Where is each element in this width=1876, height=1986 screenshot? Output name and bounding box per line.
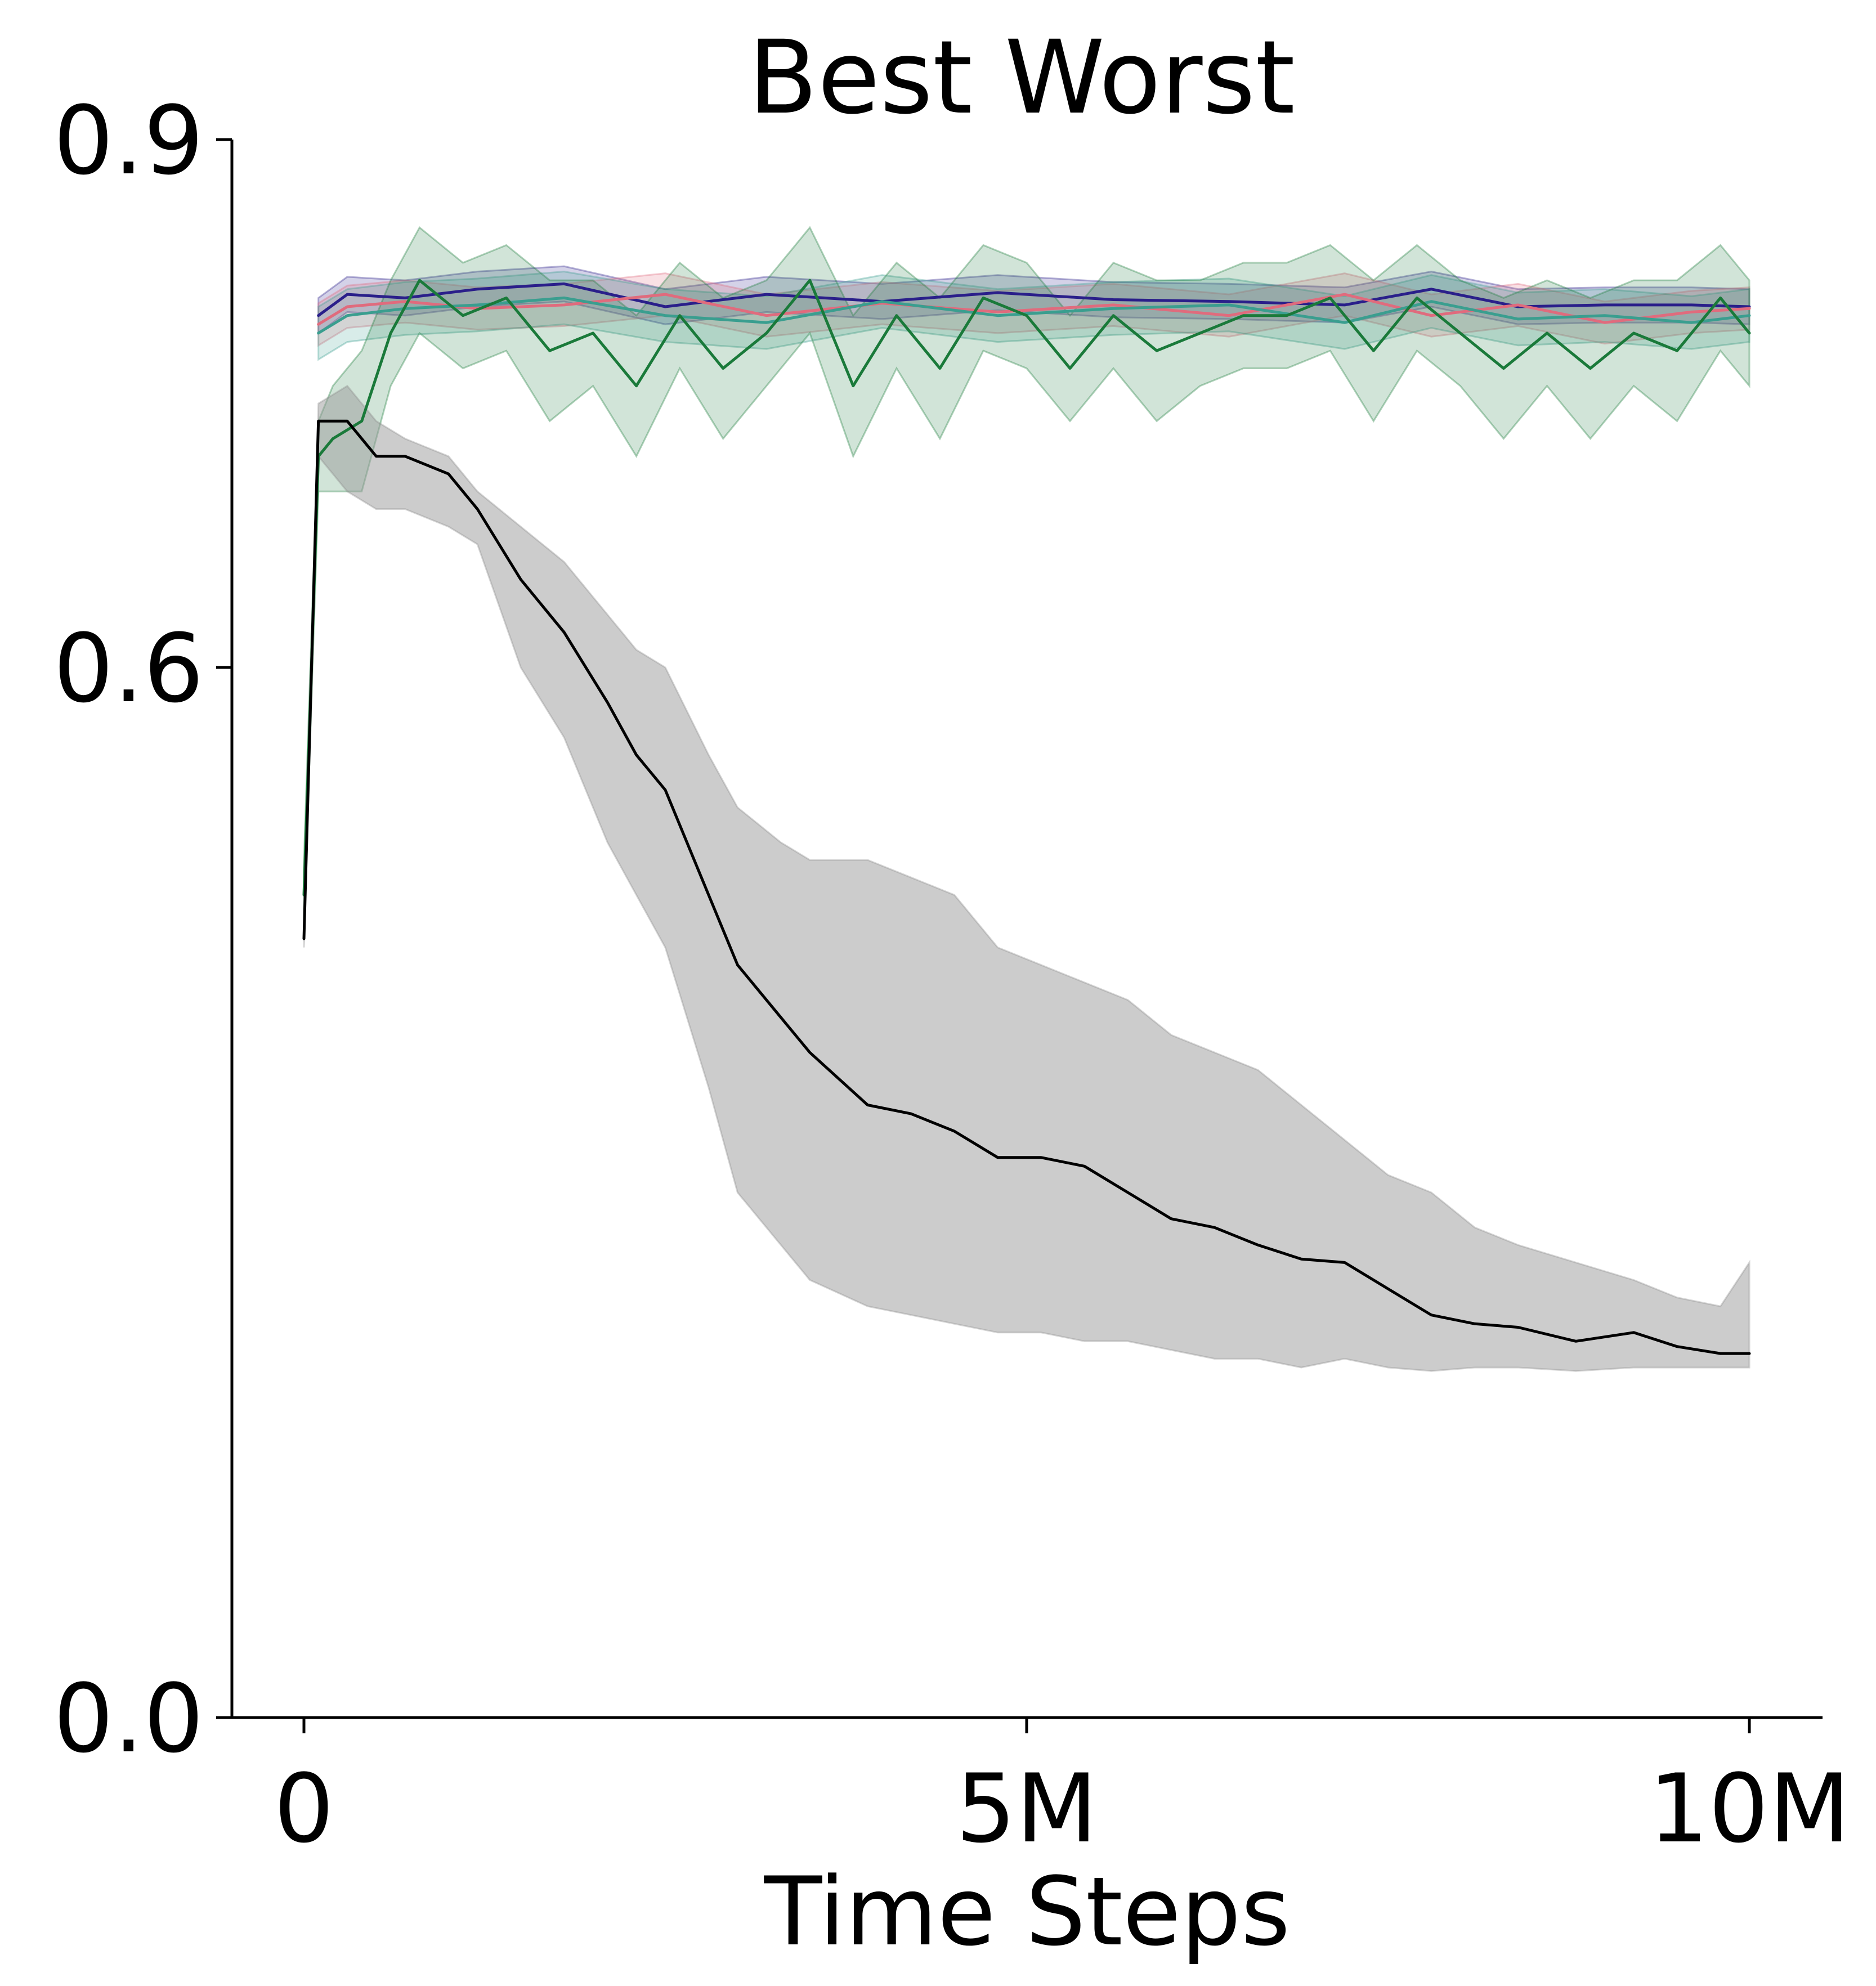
y-ticks: 0.0 0.6 0.9	[53, 86, 232, 1774]
x-ticks: 0 5M 10M	[274, 1718, 1851, 1864]
series-line-3	[302, 279, 1751, 896]
confidence-bands	[303, 226, 1750, 1372]
y-tick-label: 0.9	[53, 86, 204, 196]
x-axis-label: Time Steps	[764, 1857, 1291, 1967]
series-line-4	[302, 419, 1751, 1355]
series-line-0	[317, 282, 1751, 317]
y-tick-label: 0.6	[53, 613, 204, 724]
y-tick-label: 0.0	[53, 1664, 204, 1774]
series-lines	[302, 279, 1751, 1355]
series-band-2	[317, 270, 1750, 361]
x-tick-label: 5M	[956, 1754, 1098, 1864]
x-tick-label: 10M	[1649, 1754, 1851, 1864]
series-band-3	[303, 226, 1750, 930]
chart-title: Best Worst	[748, 19, 1295, 137]
x-tick-label: 0	[274, 1754, 334, 1864]
series-band-4	[303, 384, 1750, 1372]
